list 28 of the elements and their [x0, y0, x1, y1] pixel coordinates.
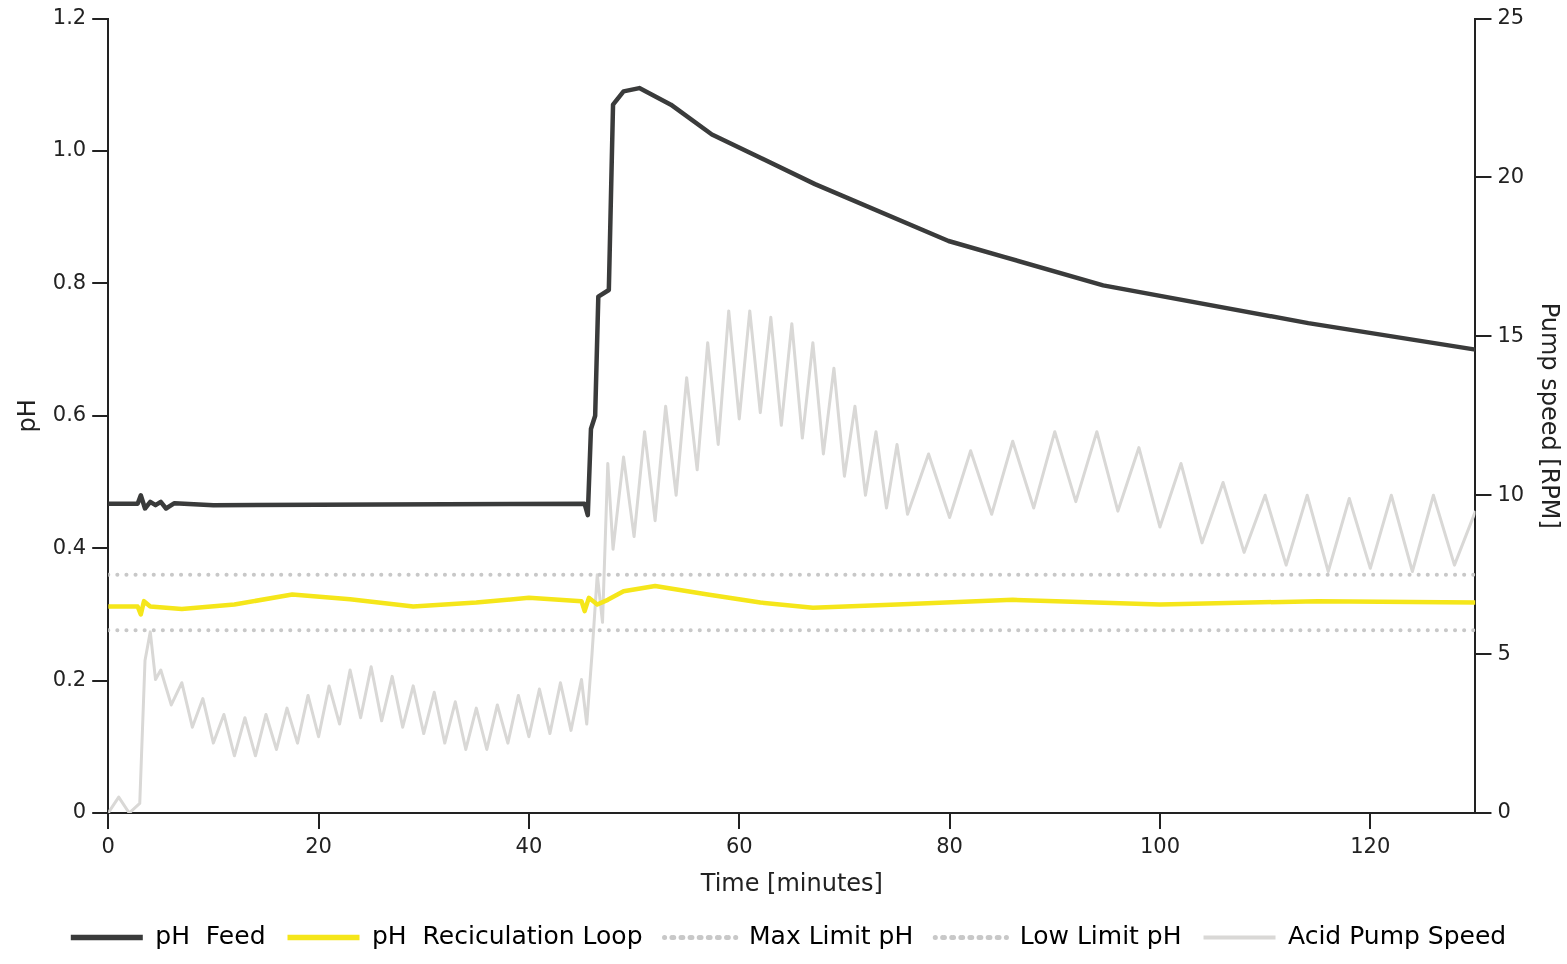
- x-tick-label: 60: [725, 834, 753, 859]
- x-tick-label: 80: [936, 834, 963, 859]
- y2-tick-label: 25: [1497, 5, 1525, 30]
- legend-label: pH Reciculation Loop: [372, 921, 643, 950]
- y2-axis-title: Pump speed [RPM]: [1536, 302, 1565, 529]
- legend-label: Acid Pump Speed: [1288, 921, 1507, 950]
- y2-tick-label: 10: [1497, 481, 1525, 506]
- y2-tick-label: 20: [1497, 163, 1525, 188]
- x-tick-label: 120: [1350, 834, 1391, 859]
- y-tick-label: 0.8: [52, 269, 87, 294]
- legend-label: Low Limit pH: [1019, 921, 1182, 950]
- y2-tick-label: 5: [1497, 640, 1511, 665]
- legend-label: pH Feed: [155, 921, 266, 950]
- legend-label: Max Limit pH: [749, 921, 914, 950]
- y-tick-label: 0.2: [52, 667, 87, 692]
- x-tick-label: 20: [305, 834, 332, 859]
- y-tick-label: 0.6: [52, 402, 87, 427]
- y-tick-label: 0: [72, 799, 87, 824]
- y2-tick-label: 15: [1497, 322, 1525, 347]
- y2-tick-label: 0: [1497, 799, 1511, 824]
- x-tick-label: 40: [515, 834, 543, 859]
- y-tick-label: 1.2: [52, 5, 87, 30]
- x-tick-label: 0: [101, 834, 115, 859]
- x-axis-title: Time [minutes]: [699, 868, 883, 897]
- y-axis-title: pH: [12, 399, 41, 433]
- y-tick-label: 1.0: [52, 137, 87, 162]
- x-tick-label: 100: [1139, 834, 1180, 859]
- y-tick-label: 0.4: [52, 534, 87, 559]
